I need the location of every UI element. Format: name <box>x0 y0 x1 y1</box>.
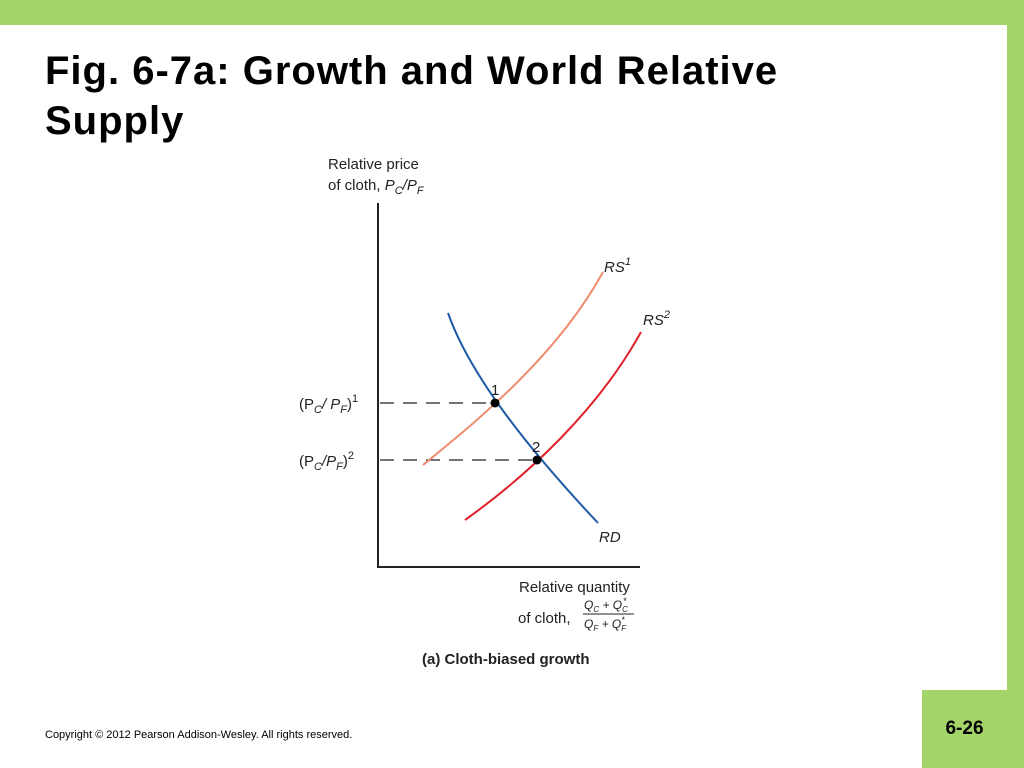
rd-curve <box>447 312 599 524</box>
label-part: 1 <box>352 393 358 405</box>
price-label: (PC/ PF)1 <box>299 393 358 416</box>
label-part: RS <box>643 312 664 329</box>
y-axis-label: Relative price <box>328 156 419 173</box>
label-part: /P <box>321 453 336 470</box>
label-part: /P <box>402 177 417 194</box>
label-part: * <box>621 615 625 625</box>
label-part: Q <box>584 617 593 631</box>
fraction-denominator: QF + QF* <box>584 615 627 633</box>
axes <box>377 203 640 568</box>
equilibrium-point <box>490 398 500 408</box>
label-part: 2 <box>663 309 670 321</box>
point-label: 2 <box>532 439 540 456</box>
label-part: F <box>593 624 599 633</box>
label-part: + Q <box>598 617 621 631</box>
label-part: P <box>385 177 395 194</box>
fraction-numerator: QC + QC* <box>584 596 628 614</box>
right-band <box>1007 0 1024 768</box>
label-part: 2 <box>348 450 354 462</box>
label-part: F <box>340 404 348 416</box>
label-part: Q <box>584 598 593 612</box>
rs2-curve <box>464 331 642 521</box>
label-part: C <box>622 605 628 614</box>
label-part: ) <box>343 453 348 470</box>
label-part: of cloth, <box>328 177 385 194</box>
copyright: Copyright © 2012 Pearson Addison-Wesley.… <box>45 729 353 741</box>
label-part: (P <box>299 396 314 413</box>
price-label: (PC/PF)2 <box>299 450 354 473</box>
top-band <box>0 0 1024 25</box>
label-part: F <box>417 185 425 197</box>
label-part: (P <box>299 453 314 470</box>
slide-number: 6-26 <box>922 690 1007 768</box>
x-axis-label: of cloth, <box>518 610 571 627</box>
point-label: 1 <box>491 382 499 399</box>
rs1-curve <box>422 271 604 466</box>
label-part: RS <box>604 259 625 276</box>
label-part: C <box>314 404 322 416</box>
label-part: 1 <box>625 256 631 268</box>
label-part: C <box>593 605 599 614</box>
x-axis-label: Relative quantity <box>519 579 630 596</box>
curve-label: RS2 <box>643 309 670 329</box>
label-part: F <box>336 461 344 473</box>
label-part: * <box>623 596 627 606</box>
label-part: + Q <box>599 598 622 612</box>
diagram: Relative price of cloth, PC/PF 1 2 RS1 R… <box>299 156 670 668</box>
label-part: C <box>314 461 322 473</box>
caption: (a) Cloth-biased growth <box>422 651 590 668</box>
curve-label: RS1 <box>604 256 631 276</box>
y-axis-label: of cloth, PC/PF <box>328 177 425 197</box>
label-part: / P <box>321 396 340 413</box>
label-part: C <box>395 185 403 197</box>
equilibrium-point <box>532 455 542 465</box>
curve-label: RD <box>599 529 621 546</box>
label-part: F <box>621 624 627 633</box>
label-part: ) <box>347 396 352 413</box>
slide-title: Fig. 6-7a: Growth and World Relative Sup… <box>45 49 779 143</box>
